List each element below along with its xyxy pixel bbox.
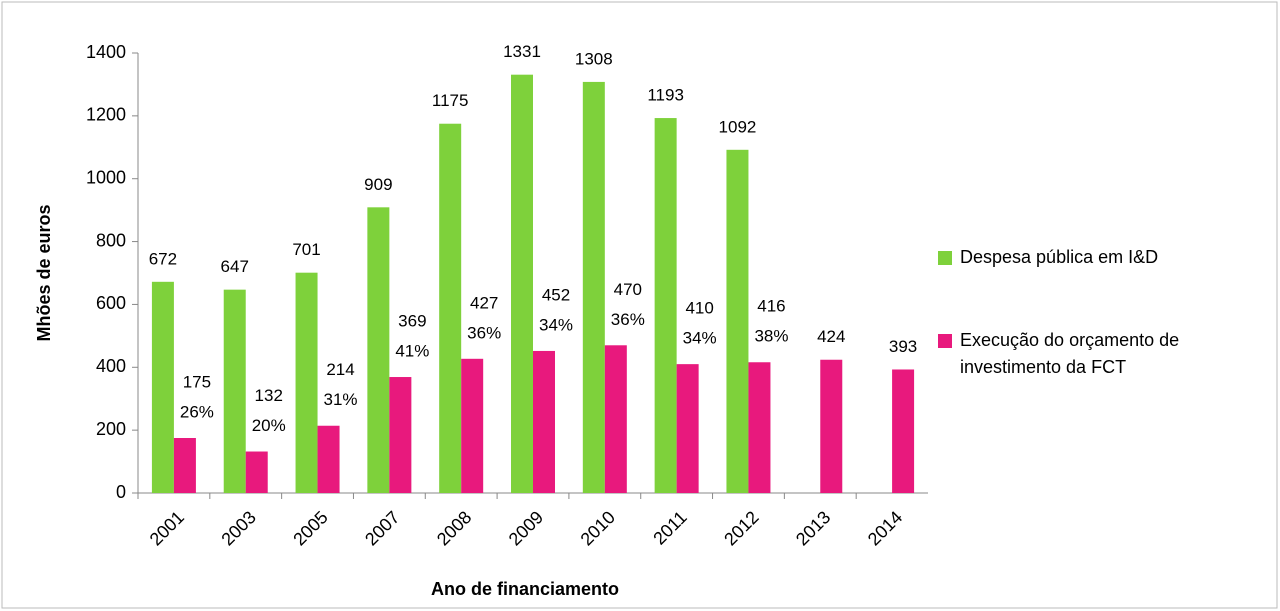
- legend-label: Execução do orçamento de investimento da…: [960, 330, 1180, 377]
- data-label: 1331: [503, 42, 541, 61]
- bar: [223, 289, 246, 493]
- y-tick-label: 0: [116, 482, 126, 502]
- legend-swatch: [938, 251, 952, 265]
- data-label: 427: [470, 293, 498, 312]
- y-axis-title: Mhões de euros: [34, 204, 54, 341]
- x-axis-title: Ano de financiamento: [431, 579, 619, 599]
- data-label: 393: [889, 337, 917, 356]
- bar: [317, 425, 340, 493]
- data-label: 701: [292, 240, 320, 259]
- bar: [461, 358, 484, 493]
- bar: [295, 272, 318, 493]
- bar: [676, 364, 699, 493]
- bar: [511, 74, 533, 493]
- bar: [151, 281, 174, 493]
- data-label: 1175: [432, 91, 469, 110]
- share-label: 31%: [324, 390, 358, 409]
- bar: [582, 81, 605, 494]
- bar: [389, 377, 412, 493]
- share-label: 34%: [539, 315, 573, 334]
- data-label: 909: [364, 175, 392, 194]
- data-label: 1308: [575, 49, 613, 68]
- data-label: 452: [542, 285, 570, 304]
- data-label: 647: [221, 257, 249, 276]
- data-label: 424: [817, 327, 845, 346]
- y-tick-label: 800: [96, 230, 126, 250]
- share-label: 34%: [683, 329, 717, 348]
- y-tick-label: 400: [96, 356, 126, 376]
- bar: [726, 149, 749, 494]
- bar: [892, 369, 915, 493]
- bar: [604, 345, 627, 493]
- legend-swatch: [938, 334, 952, 348]
- bar: [533, 350, 555, 493]
- data-label: 410: [685, 299, 713, 318]
- bar: [820, 359, 843, 493]
- bar: [173, 438, 196, 493]
- share-label: 36%: [611, 310, 645, 329]
- share-label: 36%: [467, 323, 501, 342]
- data-label: 1193: [647, 86, 684, 105]
- data-label: 369: [398, 312, 426, 331]
- data-label: 1092: [719, 117, 757, 136]
- y-tick-label: 1000: [86, 167, 126, 187]
- share-label: 41%: [395, 342, 429, 361]
- data-label: 175: [183, 372, 211, 391]
- data-label: 132: [255, 386, 283, 405]
- bar: [367, 207, 390, 494]
- y-tick-label: 1200: [86, 105, 126, 125]
- y-tick-label: 1400: [86, 42, 126, 62]
- bar: [654, 118, 677, 494]
- bar: [245, 451, 268, 493]
- share-label: 38%: [754, 327, 788, 346]
- y-tick-label: 200: [96, 419, 126, 439]
- y-tick-label: 600: [96, 293, 126, 313]
- data-label: 214: [326, 360, 354, 379]
- legend-label: Despesa pública em I&D: [960, 247, 1159, 267]
- data-label: 470: [614, 280, 642, 299]
- data-label: 672: [149, 249, 177, 268]
- data-label: 416: [757, 297, 785, 316]
- share-label: 20%: [252, 416, 286, 435]
- bar: [439, 123, 462, 493]
- share-label: 26%: [180, 402, 214, 421]
- bar: [748, 362, 771, 493]
